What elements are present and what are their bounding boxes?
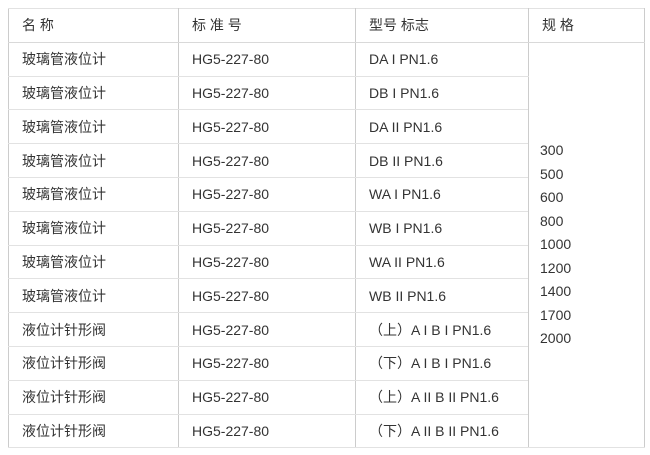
spec-value: 1200 [540, 259, 572, 276]
name-cell: 玻璃管液位计 [8, 75, 179, 111]
model-cell: （上）A II B II PN1.6 [355, 379, 529, 415]
model-cell: WA II PN1.6 [355, 244, 529, 280]
model-cell: WB I PN1.6 [355, 210, 529, 246]
product-spec-table: 名 称 标 准 号 型号 标志 规 格 玻璃管液位计 HG5-227-80 DA… [8, 8, 645, 449]
standard-cell: HG5-227-80 [178, 278, 356, 314]
spec-value: 1400 [540, 283, 572, 300]
model-cell: （下）A I B I PN1.6 [355, 345, 529, 381]
table-row: 玻璃管液位计 HG5-227-80 DB II PN1.6 [8, 143, 645, 178]
spec-value: 500 [540, 165, 564, 182]
spec-value: 1000 [540, 236, 572, 253]
table-row: 玻璃管液位计 HG5-227-80 DA II PN1.6 [8, 109, 645, 145]
name-cell: 玻璃管液位计 [8, 210, 179, 246]
name-cell: 玻璃管液位计 [8, 278, 179, 314]
spec-value: 1700 [540, 306, 572, 323]
standard-cell: HG5-227-80 [178, 75, 356, 111]
model-cell: DB II PN1.6 [355, 143, 529, 178]
column-header-name: 名 称 [8, 8, 179, 43]
table-row: 玻璃管液位计 HG5-227-80 DB I PN1.6 [8, 75, 645, 111]
standard-cell: HG5-227-80 [178, 379, 356, 415]
standard-cell: HG5-227-80 [178, 41, 356, 77]
standard-cell: HG5-227-80 [178, 143, 356, 178]
table-row: 液位计针形阀 HG5-227-80 （下）A I B I PN1.6 [8, 345, 645, 381]
name-cell: 液位计针形阀 [8, 345, 179, 381]
table-row: 玻璃管液位计 HG5-227-80 DA I PN1.6 300 500 600… [8, 41, 645, 449]
model-cell: （下）A II B II PN1.6 [355, 413, 529, 449]
name-cell: 玻璃管液位计 [8, 41, 179, 77]
spec-value: 600 [540, 189, 564, 206]
table-row: 玻璃管液位计 HG5-227-80 WB I PN1.6 [8, 210, 645, 246]
standard-cell: HG5-227-80 [178, 244, 356, 280]
spec-value: 2000 [540, 330, 572, 347]
model-cell: WB II PN1.6 [355, 278, 529, 314]
standard-cell: HG5-227-80 [178, 210, 356, 246]
table-row: 玻璃管液位计 HG5-227-80 WA I PN1.6 [8, 176, 645, 212]
model-cell: WA I PN1.6 [355, 176, 529, 212]
spec-value: 800 [540, 212, 564, 229]
table-row: 液位计针形阀 HG5-227-80 （下）A II B II PN1.6 [8, 413, 645, 449]
column-header-spec: 规 格 [528, 8, 645, 43]
model-cell: DB I PN1.6 [355, 75, 529, 111]
spec-merged-cell: 300 500 600 800 1000 1200 1400 1700 2000 [528, 41, 645, 449]
standard-cell: HG5-227-80 [178, 312, 356, 347]
table-row: 玻璃管液位计 HG5-227-80 WB II PN1.6 [8, 278, 645, 314]
column-header-standard: 标 准 号 [178, 8, 356, 43]
column-header-model: 型号 标志 [355, 8, 529, 43]
standard-cell: HG5-227-80 [178, 176, 356, 212]
header-row: 名 称 标 准 号 型号 标志 规 格 [8, 8, 645, 43]
name-cell: 玻璃管液位计 [8, 244, 179, 280]
standard-cell: HG5-227-80 [178, 109, 356, 145]
name-cell: 玻璃管液位计 [8, 143, 179, 178]
spec-value: 300 [540, 142, 564, 159]
table-row: 液位计针形阀 HG5-227-80 （上）A I B I PN1.6 [8, 312, 645, 347]
model-cell: （上）A I B I PN1.6 [355, 312, 529, 347]
standard-cell: HG5-227-80 [178, 345, 356, 381]
name-cell: 玻璃管液位计 [8, 109, 179, 145]
name-cell: 液位计针形阀 [8, 379, 179, 415]
model-cell: DA I PN1.6 [355, 41, 529, 77]
standard-cell: HG5-227-80 [178, 413, 356, 449]
table-row: 液位计针形阀 HG5-227-80 （上）A II B II PN1.6 [8, 379, 645, 415]
name-cell: 液位计针形阀 [8, 413, 179, 449]
model-cell: DA II PN1.6 [355, 109, 529, 145]
name-cell: 玻璃管液位计 [8, 176, 179, 212]
name-cell: 液位计针形阀 [8, 312, 179, 347]
